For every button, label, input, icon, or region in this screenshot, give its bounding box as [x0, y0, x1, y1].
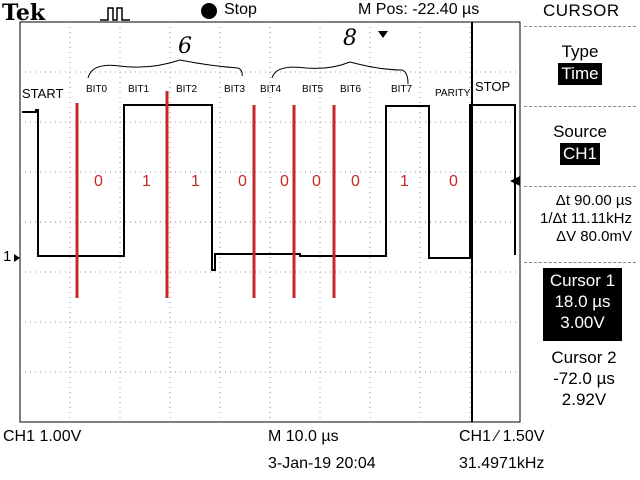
bit-label: BIT3 [224, 84, 246, 95]
bit-value: 0 [312, 173, 321, 190]
menu-source-value: CH1 [559, 143, 600, 165]
cursor1-label: Cursor 1 [549, 271, 616, 290]
ch1-scale: CH1 1.00V [3, 428, 82, 445]
menu-type-button[interactable]: Type Time [524, 42, 636, 85]
ch1-waveform [22, 104, 516, 271]
delta-time-readout: Δt 90.00 µs [555, 192, 632, 209]
bit-value: 1 [400, 173, 409, 190]
bit-label: BIT0 [86, 84, 108, 95]
bit-value: 0 [94, 173, 103, 190]
bit-label: BIT5 [302, 84, 324, 95]
trigger-setting: CH1 ∕ 1.50V [459, 428, 545, 445]
brace-high-nibble [271, 61, 409, 85]
cursor2-button[interactable]: Cursor 2 -72.0 µs 2.92V [540, 347, 628, 410]
bit-label: BIT7 [391, 84, 413, 95]
ch1-ground-marker: 1 [3, 248, 12, 265]
cursor-readouts: Δt 90.00 µs 1/Δt 11.11kHz ΔV 80.0mV [526, 192, 632, 246]
bit-value: 0 [351, 173, 360, 190]
cursor1-time: 18.0 µs [554, 292, 611, 311]
trigger-position-marker [378, 31, 388, 38]
bit-value: 1 [191, 173, 200, 190]
cursor2-time: -72.0 µs [553, 369, 615, 388]
stop-status-icon [201, 3, 217, 19]
stop-label: STOP [475, 79, 511, 94]
parity-label: PARITY [435, 88, 471, 99]
bit-value: 1 [142, 173, 151, 190]
timebase: M 10.0 µs [268, 428, 339, 445]
bit-label: BIT4 [260, 84, 282, 95]
cursor1-volt: 3.00V [560, 313, 605, 332]
brand-logo: Tek [2, 0, 46, 26]
bit-value: 0 [238, 173, 247, 190]
menu-type-value: Time [558, 63, 602, 85]
delta-voltage-readout: ΔV 80.0mV [556, 228, 632, 245]
brace-low-nibble [87, 59, 243, 79]
start-label: START [22, 86, 64, 101]
menu-source-button[interactable]: Source CH1 [524, 122, 636, 165]
bit-label: BIT1 [128, 84, 150, 95]
cursor2-label: Cursor 2 [551, 348, 617, 367]
trigger-state: Stop [224, 1, 257, 18]
bit-value: 0 [280, 173, 289, 190]
date-time: 3-Jan-19 20:04 [268, 455, 376, 472]
bit-label: BIT6 [340, 84, 362, 95]
graticule-grid [20, 22, 520, 422]
ch1-ground-marker-arrow [14, 254, 20, 262]
frequency-readout: 31.4971kHz [459, 455, 545, 472]
menu-title: CURSOR [543, 1, 620, 20]
bit-value: 0 [449, 173, 458, 190]
menu-source-label: Source [553, 122, 607, 141]
cursor2-volt: 2.92V [561, 390, 607, 409]
horizontal-position: M Pos: -22.40 µs [358, 1, 480, 18]
inverse-delta-time-readout: 1/Δt 11.11kHz [539, 210, 632, 227]
handwritten-low-nibble: 6 [178, 34, 192, 59]
handwritten-high-nibble: 8 [343, 26, 357, 51]
menu-type-label: Type [561, 42, 599, 61]
cursor1-button[interactable]: Cursor 1 18.0 µs 3.00V [543, 268, 622, 341]
bit-label: BIT2 [176, 84, 198, 95]
trigger-level-marker [510, 176, 520, 186]
acquisition-waveform-icon [100, 7, 130, 21]
bit-boundary-lines [75, 91, 336, 298]
